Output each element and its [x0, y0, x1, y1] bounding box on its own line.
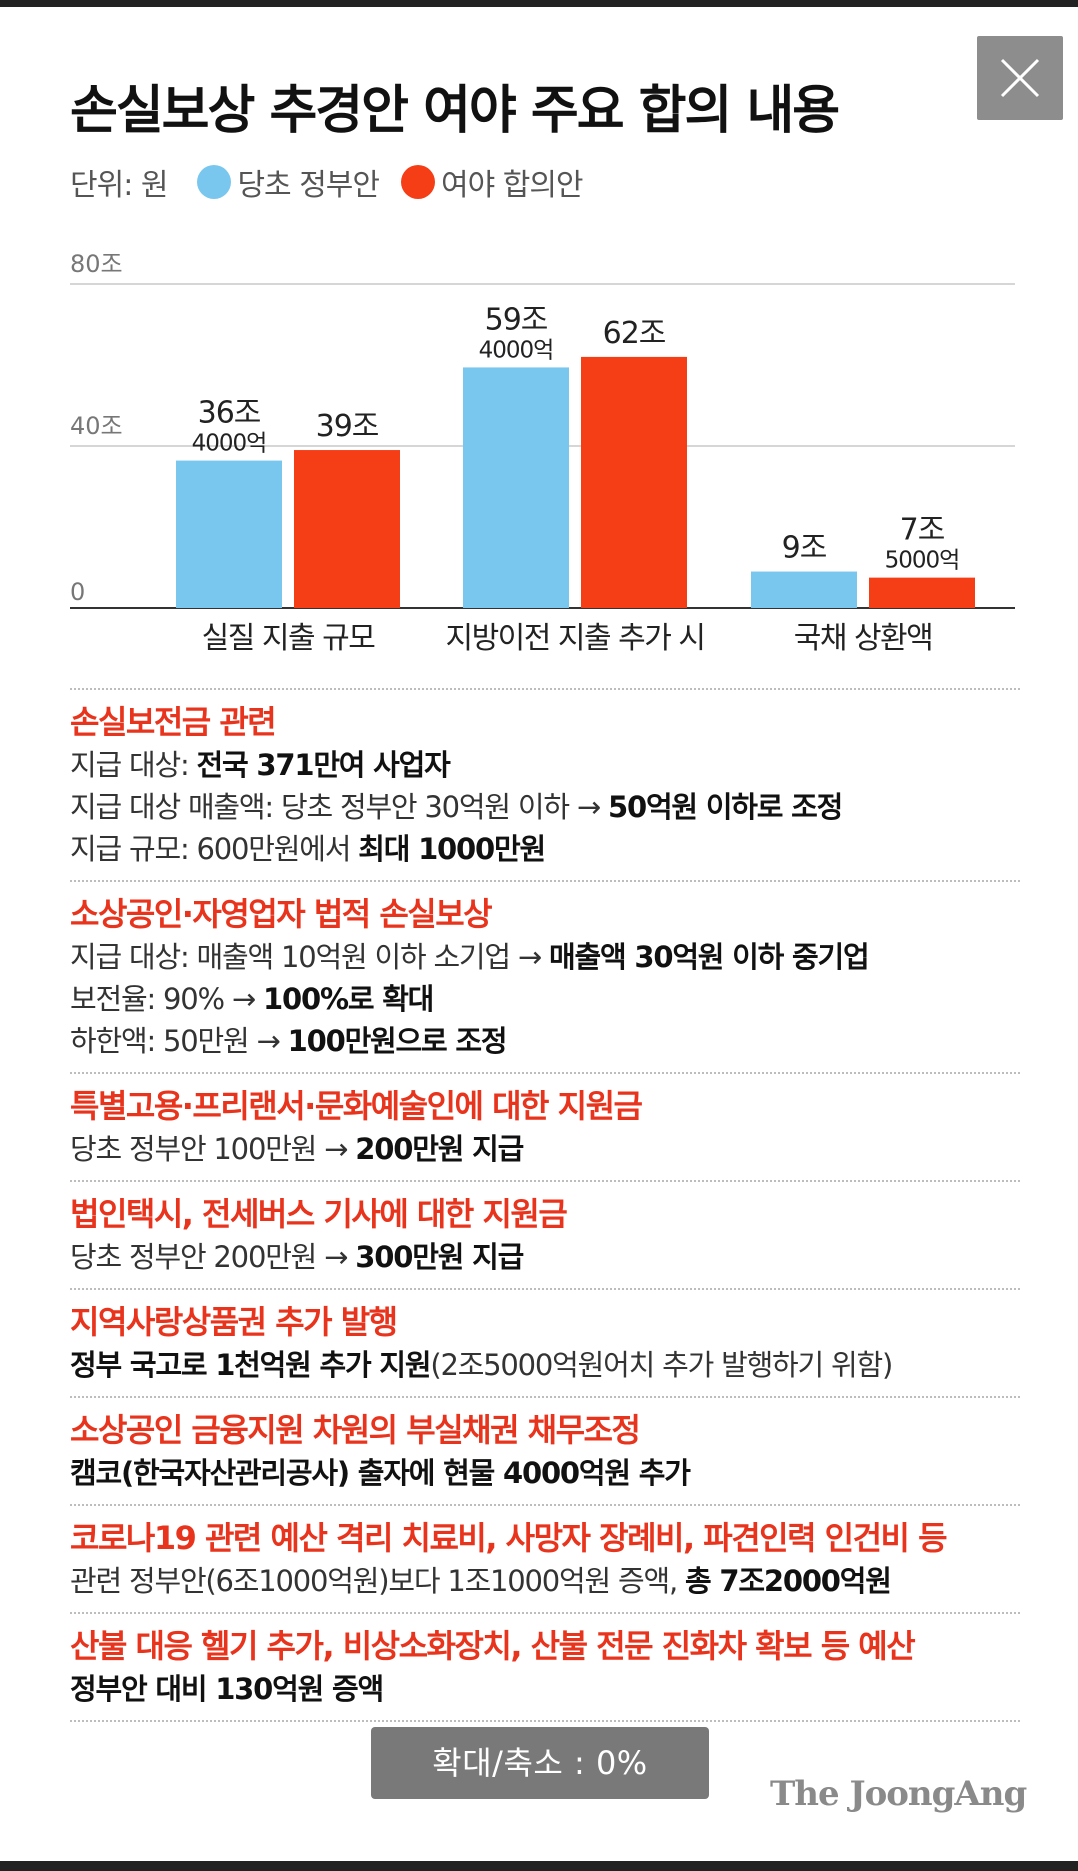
brand-logo: The JoongAng	[770, 1774, 1027, 1814]
category-label: 지방이전 지출 추가 시	[445, 621, 704, 656]
legend-swatch-agreement	[401, 165, 435, 199]
section-title: 코로나19 관련 예산 격리 치료비, 사망자 장례비, 파견인력 인건비 등	[70, 1519, 948, 1557]
line-text: 지급 대상 매출액: 당초 정부안 30억원 이하 →	[70, 790, 608, 824]
chart-legend: 단위: 원 당초 정부안 여야 합의안	[70, 160, 584, 204]
line-highlight: 100만원으로 조정	[287, 1024, 508, 1058]
line-highlight: 정부안 대비 130억원 증액	[70, 1672, 384, 1706]
section-line: 정부안 대비 130억원 증액	[70, 1668, 1020, 1710]
section-line: 지급 대상 매출액: 당초 정부안 30억원 이하 → 50억원 이하로 조정	[70, 786, 1020, 828]
section-divider	[70, 1396, 1020, 1398]
bar	[751, 571, 857, 608]
line-highlight: 50억원 이하로 조정	[608, 790, 843, 824]
info-section: 법인택시, 전세버스 기사에 대한 지원금 당초 정부안 200만원 → 300만…	[70, 1182, 1020, 1288]
bar	[581, 356, 687, 608]
info-section: 지역사랑상품권 추가 발행 정부 국고로 1천억원 추가 지원(2조5000억원어…	[70, 1290, 1020, 1396]
top-bar	[0, 0, 1078, 7]
bar	[869, 577, 975, 608]
data-label: 9조	[782, 531, 827, 566]
data-label: 36조	[198, 396, 261, 431]
section-line: 당초 정부안 200만원 → 300만원 지급	[70, 1236, 1020, 1278]
line-highlight: 전국 371만여 사업자	[196, 748, 451, 782]
bottom-bar	[0, 1861, 1078, 1871]
line-highlight: 캠코(한국자산관리공사) 출자에 현물 4000억원 추가	[70, 1456, 691, 1490]
line-highlight: 300만원 지급	[355, 1240, 524, 1274]
bar	[463, 367, 569, 608]
section-line: 캠코(한국자산관리공사) 출자에 현물 4000억원 추가	[70, 1452, 1020, 1494]
section-title: 소상공인·자영업자 법적 손실보상	[70, 895, 493, 933]
section-line: 지급 규모: 600만원에서 최대 1000만원	[70, 828, 1020, 870]
section-title: 소상공인 금융지원 차원의 부실채권 채무조정	[70, 1411, 641, 1449]
legend-swatch-government	[197, 165, 232, 199]
line-text: (2조5000억원어치 추가 발행하기 위함)	[430, 1348, 893, 1382]
line-text: 당초 정부안 100만원 →	[70, 1132, 356, 1166]
line-highlight: 200만원 지급	[355, 1132, 524, 1166]
line-highlight: 최대 1000만원	[358, 832, 546, 866]
section-line: 당초 정부안 100만원 → 200만원 지급	[70, 1128, 1020, 1170]
line-text: 지급 대상:	[70, 748, 197, 782]
agreement-details: 손실보전금 관련 지급 대상: 전국 371만여 사업자 지급 대상 매출액: 당초…	[70, 688, 1020, 1722]
section-title: 손실보전금 관련	[70, 703, 277, 741]
data-label-sub: 4000억	[479, 337, 554, 363]
y-tick-label: 40조	[70, 412, 123, 440]
section-title: 지역사랑상품권 추가 발행	[70, 1303, 398, 1341]
info-section: 특별고용·프리랜서·문화예술인에 대한 지원금 당초 정부안 100만원 → 20…	[70, 1074, 1020, 1180]
section-line: 정부 국고로 1천억원 추가 지원(2조5000억원어치 추가 발행하기 위함)	[70, 1344, 1020, 1386]
section-line: 하한액: 50만원 → 100만원으로 조정	[70, 1020, 1020, 1062]
category-label: 국채 상환액	[794, 621, 933, 656]
data-label: 59조	[485, 302, 548, 337]
bar	[176, 460, 282, 608]
bar	[294, 450, 400, 608]
section-divider	[70, 1180, 1020, 1182]
section-title: 법인택시, 전세버스 기사에 대한 지원금	[70, 1195, 568, 1233]
section-line: 보전율: 90% → 100%로 확대	[70, 978, 1020, 1020]
info-section: 소상공인·자영업자 법적 손실보상 지급 대상: 매출액 10억원 이하 소기업 …	[70, 882, 1020, 1072]
line-highlight: 매출액 30억원 이하 중기업	[549, 940, 870, 974]
close-icon	[1000, 58, 1040, 98]
section-divider	[70, 1612, 1020, 1614]
info-section: 손실보전금 관련 지급 대상: 전국 371만여 사업자 지급 대상 매출액: 당초…	[70, 690, 1020, 880]
line-text: 하한액: 50만원 →	[70, 1024, 288, 1058]
data-label-sub: 5000억	[885, 548, 960, 574]
line-text: 보전율: 90% →	[70, 982, 264, 1016]
data-label: 7조	[900, 513, 945, 548]
infographic-title: 손실보상 추경안 여야 주요 합의 내용	[70, 81, 840, 141]
section-title: 특별고용·프리랜서·문화예술인에 대한 지원금	[70, 1087, 643, 1125]
line-text: 관련 정부안(6조1000억원)보다 1조1000억원 증액,	[70, 1564, 686, 1598]
line-text: 당초 정부안 200만원 →	[70, 1240, 356, 1274]
section-divider	[70, 1288, 1020, 1290]
section-divider	[70, 688, 1020, 690]
unit-label: 단위: 원	[70, 168, 168, 203]
line-highlight: 총 7조2000억원	[685, 1564, 892, 1598]
section-line: 지급 대상: 전국 371만여 사업자	[70, 744, 1020, 786]
y-tick-label: 0	[70, 578, 85, 606]
line-text: 지급 대상: 매출액 10억원 이하 소기업 →	[70, 940, 550, 974]
line-text: 지급 규모: 600만원에서	[70, 832, 359, 866]
section-divider	[70, 880, 1020, 882]
section-title: 산불 대응 헬기 추가, 비상소화장치, 산불 전문 진화차 확보 등 예산	[70, 1627, 916, 1665]
section-divider	[70, 1504, 1020, 1506]
data-label-sub: 4000억	[192, 431, 267, 457]
section-divider	[70, 1720, 1020, 1722]
y-tick-label: 80조	[70, 250, 123, 278]
section-line: 관련 정부안(6조1000억원)보다 1조1000억원 증액, 총 7조2000…	[70, 1560, 1020, 1602]
line-highlight: 100%로 확대	[263, 982, 434, 1016]
category-label: 실질 지출 규모	[202, 621, 376, 656]
line-highlight: 정부 국고로 1천억원 추가 지원	[70, 1348, 432, 1382]
legend-label-agreement: 여야 합의안	[441, 168, 584, 203]
close-button[interactable]	[977, 36, 1063, 120]
data-label: 62조	[603, 316, 666, 351]
zoom-toast: 확대/축소 : 0%	[371, 1727, 709, 1799]
section-line: 지급 대상: 매출액 10억원 이하 소기업 → 매출액 30억원 이하 중기업	[70, 936, 1020, 978]
data-label: 39조	[316, 409, 379, 444]
section-divider	[70, 1072, 1020, 1074]
legend-label-government: 당초 정부안	[237, 168, 380, 203]
